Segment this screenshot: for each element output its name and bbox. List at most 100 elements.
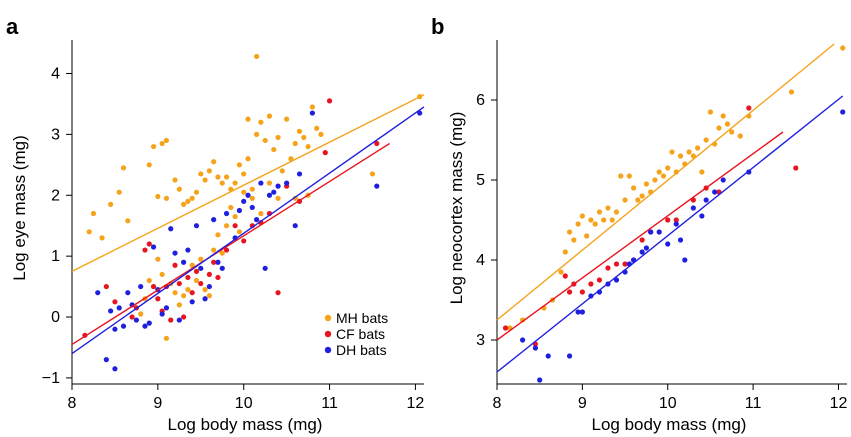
panel-b-point-dh [532, 345, 539, 351]
panel-a-point-mh [189, 262, 195, 268]
panel-a-point-mh [292, 140, 298, 147]
panel-a-point-mh [318, 131, 324, 137]
panel-b-point-cf [622, 261, 628, 267]
panel-a-point-dh [142, 323, 148, 329]
panel-a-point-dh [103, 357, 109, 363]
panel-b-point-mh [558, 269, 564, 275]
panel-a-point-dh [176, 317, 182, 323]
panel-a-point-dh [309, 110, 315, 116]
panel-a-point-dh [249, 204, 255, 211]
panel-a-point-dh [219, 265, 225, 271]
panel-b-point-dh [613, 277, 620, 283]
panel-b-point-mh [788, 89, 795, 95]
panel-b-point-mh [677, 153, 684, 159]
panel-b-point-mh [630, 185, 637, 191]
panel-a-point-dh [112, 326, 118, 332]
panel-a-point-cf [155, 296, 161, 302]
panel-b-point-mh [626, 173, 632, 179]
panel-b-point-mh [609, 217, 615, 223]
panel-b-point-dh [537, 377, 543, 383]
panel-b-point-mh [652, 177, 658, 183]
panel-b-point-cf [562, 273, 568, 279]
panel-a-point-mh [232, 213, 238, 220]
panel-a-point-dh [374, 183, 380, 189]
panel-a-point-cf [232, 223, 238, 229]
panel-a-point-dh [253, 217, 260, 223]
panel-a-point-mh [262, 137, 268, 144]
panel-a-point-dh [417, 110, 423, 116]
panel-a-point-mh [305, 143, 311, 150]
panel-b-point-mh [596, 209, 603, 215]
panel-b-x-tick-label: 12 [830, 395, 848, 412]
panel-b-x-tick-label: 8 [493, 395, 502, 412]
panel-a-point-mh [206, 168, 212, 174]
panel-a-point-mh [181, 293, 187, 299]
panel-a-point-mh [163, 137, 170, 144]
panel-a-point-mh [193, 189, 200, 195]
panel-b-point-cf [613, 261, 620, 267]
panel-a-point-cf [189, 290, 195, 296]
panel-a-point-cf [198, 280, 204, 287]
panel-a-point-dh [236, 207, 243, 214]
panel-a-point-mh [108, 201, 114, 207]
panel-a-point-mh [198, 256, 204, 262]
panel-a-point-mh [309, 104, 315, 110]
panel-a-point-mh [90, 210, 97, 217]
panel-a-point-mh [185, 287, 191, 293]
panel-b-point-cf [566, 289, 573, 295]
panel-b-point-mh [571, 237, 577, 243]
panel-b-plot: 8 9 10 11 12 3 4 5 6 [476, 40, 847, 412]
panel-a-fit-line-cf [71, 142, 391, 346]
panel-b-point-mh [562, 249, 568, 255]
panel-b-point-mh [639, 193, 645, 199]
panel-b-point-cf [673, 217, 679, 223]
panel-a-point-cf [146, 241, 152, 247]
panel-a-point-mh [185, 198, 191, 204]
panel-a-point-mh [202, 287, 208, 293]
panel-a-point-dh [211, 217, 217, 223]
panel-a-point-dh [138, 283, 144, 290]
panel-a-point-mh [159, 271, 165, 278]
panel-a-fit-line-dh [71, 106, 425, 355]
panel-a-point-dh [112, 366, 118, 372]
legend-marker-mh [324, 314, 332, 322]
panel-a-point-mh [155, 193, 161, 200]
panel-a-point-dh [271, 189, 277, 195]
panel-a-point-dh [262, 265, 268, 271]
panel-b-label: b [431, 14, 444, 39]
panel-b-point-mh [840, 45, 846, 51]
panel-a-point-dh [193, 223, 200, 229]
panel-b-point-mh [575, 221, 581, 227]
panel-b-point-mh [690, 153, 696, 159]
panel-a-point-cf [142, 247, 148, 253]
legend-marker-dh [324, 346, 332, 354]
panel-a-point-cf [185, 274, 191, 281]
panel-b-point-cf [579, 289, 585, 295]
panel-a-point-mh [228, 204, 234, 211]
panel-a-point-cf [172, 262, 178, 268]
panel-a-point-mh [116, 189, 122, 195]
panel-a-point-dh [189, 299, 195, 305]
panel-a-y-tick-label: 2 [51, 187, 60, 204]
panel-a-point-mh [219, 250, 225, 256]
panel-a-point-dh [266, 192, 273, 198]
panel-b-point-dh [639, 249, 645, 255]
panel-b-point-dh [648, 229, 654, 235]
panel-b-point-cf [502, 325, 509, 331]
panel-a-x-tick-label: 8 [68, 395, 77, 412]
panel-a-point-dh [185, 247, 191, 253]
panel-b-point-mh [601, 217, 607, 223]
panel-a-point-mh [219, 180, 225, 186]
panel-a-point-mh [266, 113, 273, 119]
panel-b-fit-line-cf [496, 131, 784, 341]
panel-b-x-tick-label: 10 [659, 395, 677, 412]
panel-b-point-cf [793, 165, 799, 171]
panel-a-point-dh [292, 223, 298, 229]
panel-a-point-mh [211, 247, 217, 253]
panel-a-point-mh [120, 165, 127, 171]
panel-a-point-mh [215, 174, 221, 180]
panel-a-y-tick-label: 0 [51, 309, 60, 326]
panel-a-point-dh [146, 320, 152, 326]
panel-b-point-dh [720, 177, 726, 183]
